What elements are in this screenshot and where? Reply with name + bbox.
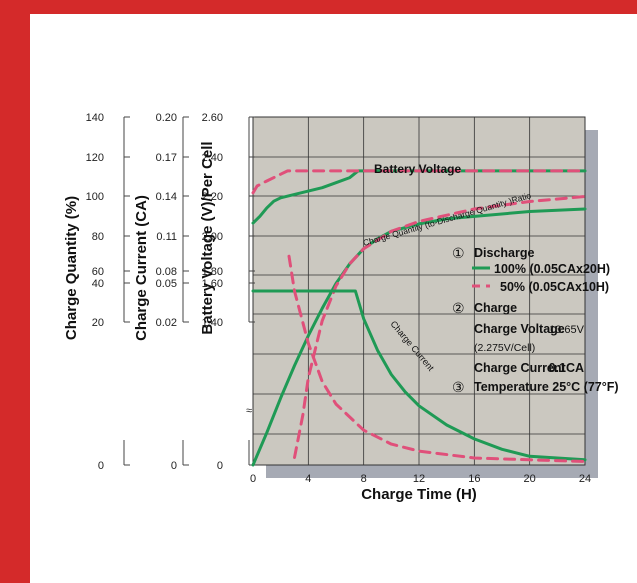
legend-temperature-number: ③	[452, 379, 465, 395]
series-line-quantity_50	[293, 195, 587, 459]
legend-charge-current-label: Charge Current	[474, 361, 567, 375]
x-tick-label: 20	[524, 473, 536, 485]
x-tick-label: 4	[305, 473, 311, 485]
y-tick-label: 0.05	[156, 278, 177, 290]
y-tick-label: 1.80	[202, 266, 223, 278]
y-tick-label: 100	[86, 191, 104, 203]
y-tick-label: 0.02	[156, 317, 177, 329]
x-tick-label: 12	[413, 473, 425, 485]
legend-charge-title: Charge	[474, 301, 517, 315]
y-tick-label: 2.60	[202, 112, 223, 124]
y-tick-label: 80	[92, 231, 104, 243]
series-line-current_50	[287, 254, 587, 463]
y-tick-label: 0.11	[156, 231, 177, 243]
x-tick-label: 0	[250, 473, 256, 485]
y-axis-title: Charge Current (CA)	[133, 195, 150, 341]
x-tick-label: 8	[361, 473, 367, 485]
y-tick-label: 0.08	[156, 266, 177, 278]
legend-charge-voltage-cell: (2.275V/Cell)	[474, 342, 535, 354]
y-tick-label: 0.20	[156, 112, 177, 124]
legend-discharge-title: Discharge	[474, 246, 534, 260]
y-tick-label: 2.40	[202, 152, 223, 164]
x-tick-label: 24	[579, 473, 591, 485]
axis-break-mark: ≈	[246, 405, 252, 417]
y-tick-label: 0	[171, 460, 177, 472]
legend-charge-voltage-value: 13.65V	[549, 324, 585, 336]
y-tick-label: 140	[86, 112, 104, 124]
y-tick-label: 40	[92, 278, 104, 290]
y-tick-label: 1.40	[202, 317, 223, 329]
y-tick-label: 1.60	[202, 278, 223, 290]
y-tick-label: 0.17	[156, 152, 177, 164]
legend-series-100: 100% (0.05CAx20H)	[494, 262, 610, 276]
legend-charge-number: ②	[452, 300, 465, 316]
y-tick-label: 2.20	[202, 191, 223, 203]
legend-charge-current-value: 0.1CA	[549, 361, 584, 375]
y-axis-title: Charge Quantity (%)	[63, 196, 80, 340]
y-tick-label: 20	[92, 317, 104, 329]
y-tick-label: 120	[86, 152, 104, 164]
y-tick-label: 0	[98, 460, 104, 472]
y-tick-label: 0	[217, 460, 223, 472]
legend-series-50: 50% (0.05CAx10H)	[500, 280, 609, 294]
y-tick-label: 60	[92, 266, 104, 278]
legend-temperature: Temperature 25°C (77°F)	[474, 380, 619, 394]
series-line-voltage_50	[251, 169, 587, 195]
battery-voltage-label: Battery Voltage	[374, 162, 461, 176]
y-tick-label: 2.00	[202, 231, 223, 243]
legend-discharge-number: ①	[452, 245, 465, 261]
x-axis-title: Charge Time (H)	[361, 486, 477, 503]
y-tick-label: 0.14	[156, 191, 177, 203]
x-tick-label: 16	[468, 473, 480, 485]
legend-charge-voltage-label: Charge Voltage	[474, 322, 565, 336]
y-axis-title: Battery Voltage (V)/Per Cell	[199, 141, 216, 334]
